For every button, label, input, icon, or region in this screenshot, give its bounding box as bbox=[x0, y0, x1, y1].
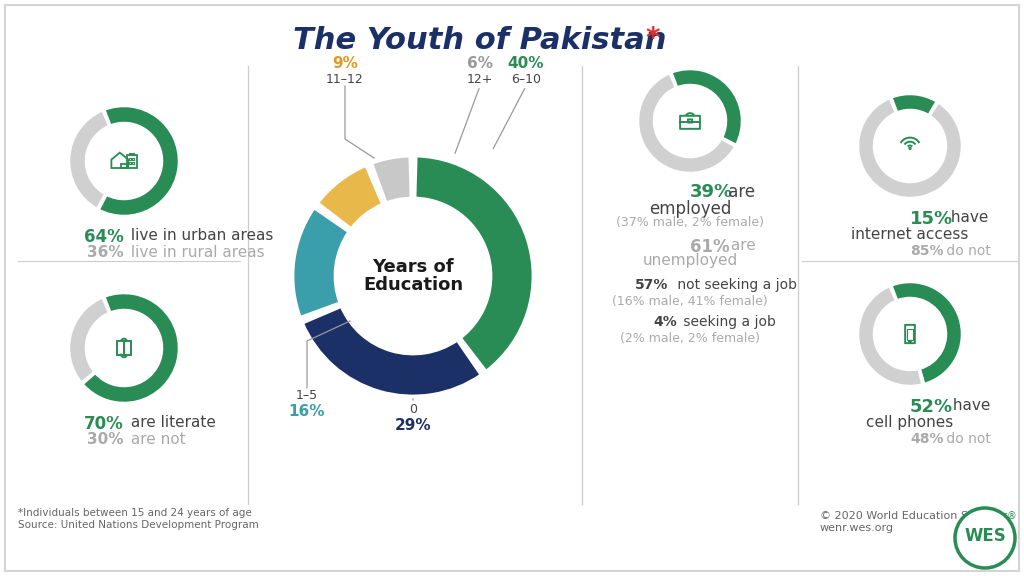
Text: have: have bbox=[946, 210, 988, 225]
Wedge shape bbox=[372, 156, 411, 203]
Text: Source: United Nations Development Program: Source: United Nations Development Progr… bbox=[18, 520, 259, 530]
Text: 64%: 64% bbox=[84, 228, 124, 246]
Wedge shape bbox=[858, 286, 923, 386]
Text: 12+: 12+ bbox=[467, 73, 494, 86]
Text: wenr.wes.org: wenr.wes.org bbox=[820, 523, 894, 533]
Wedge shape bbox=[293, 208, 349, 317]
Text: The Youth of Pakistan: The Youth of Pakistan bbox=[293, 26, 667, 55]
Text: 39%: 39% bbox=[690, 183, 733, 201]
Text: 36%: 36% bbox=[87, 245, 124, 260]
Text: seeking a job: seeking a job bbox=[679, 315, 776, 329]
Circle shape bbox=[955, 508, 1015, 568]
Text: 9%: 9% bbox=[332, 56, 358, 71]
Text: Years of: Years of bbox=[372, 258, 454, 276]
Text: 57%: 57% bbox=[635, 278, 669, 292]
Wedge shape bbox=[638, 73, 735, 173]
Text: 30%: 30% bbox=[87, 432, 124, 447]
Text: WES: WES bbox=[965, 527, 1006, 545]
Text: cell phones: cell phones bbox=[866, 415, 953, 430]
Wedge shape bbox=[891, 282, 962, 384]
Text: (16% male, 41% female): (16% male, 41% female) bbox=[612, 295, 768, 308]
Wedge shape bbox=[98, 106, 179, 216]
Wedge shape bbox=[83, 293, 179, 403]
Wedge shape bbox=[891, 94, 937, 115]
Text: internet access: internet access bbox=[851, 227, 969, 242]
Text: 85%: 85% bbox=[910, 244, 943, 258]
Wedge shape bbox=[858, 98, 962, 198]
Text: 6–10: 6–10 bbox=[511, 73, 541, 86]
Text: employed: employed bbox=[649, 200, 731, 218]
Wedge shape bbox=[672, 69, 742, 145]
Text: not seeking a job: not seeking a job bbox=[673, 278, 797, 292]
Text: 29%: 29% bbox=[394, 418, 431, 433]
Text: do not: do not bbox=[942, 244, 991, 258]
Text: 0: 0 bbox=[409, 403, 417, 416]
Text: *: * bbox=[645, 25, 659, 53]
Text: are literate: are literate bbox=[126, 415, 216, 430]
Wedge shape bbox=[303, 306, 481, 396]
Wedge shape bbox=[317, 166, 382, 229]
Text: 61%: 61% bbox=[690, 238, 730, 256]
Text: live in urban areas: live in urban areas bbox=[126, 228, 273, 243]
Text: live in rural areas: live in rural areas bbox=[126, 245, 264, 260]
Text: 52%: 52% bbox=[910, 398, 953, 416]
Text: 48%: 48% bbox=[910, 432, 943, 446]
Text: 16%: 16% bbox=[289, 404, 326, 419]
Text: 6%: 6% bbox=[467, 56, 493, 71]
Text: 11–12: 11–12 bbox=[326, 73, 364, 86]
Wedge shape bbox=[415, 156, 534, 371]
Text: Education: Education bbox=[362, 276, 463, 294]
Text: are: are bbox=[723, 183, 755, 201]
Text: © 2020 World Education Services: © 2020 World Education Services bbox=[820, 511, 1008, 521]
Text: 70%: 70% bbox=[84, 415, 124, 433]
Wedge shape bbox=[69, 297, 110, 382]
Text: are: are bbox=[726, 238, 756, 253]
Text: 15%: 15% bbox=[910, 210, 953, 228]
Text: ®: ® bbox=[1007, 511, 1016, 521]
Text: 4%: 4% bbox=[653, 315, 677, 329]
Text: 1–5: 1–5 bbox=[296, 389, 318, 402]
Text: unemployed: unemployed bbox=[642, 253, 737, 268]
Text: do not: do not bbox=[942, 432, 991, 446]
Text: (2% male, 2% female): (2% male, 2% female) bbox=[620, 332, 760, 345]
Text: are not: are not bbox=[126, 432, 185, 447]
Circle shape bbox=[909, 147, 911, 149]
Text: 40%: 40% bbox=[508, 56, 544, 71]
Text: (37% male, 2% female): (37% male, 2% female) bbox=[616, 216, 764, 229]
Text: have: have bbox=[948, 398, 990, 413]
Text: *Individuals between 15 and 24 years of age: *Individuals between 15 and 24 years of … bbox=[18, 508, 252, 518]
Wedge shape bbox=[69, 111, 110, 209]
